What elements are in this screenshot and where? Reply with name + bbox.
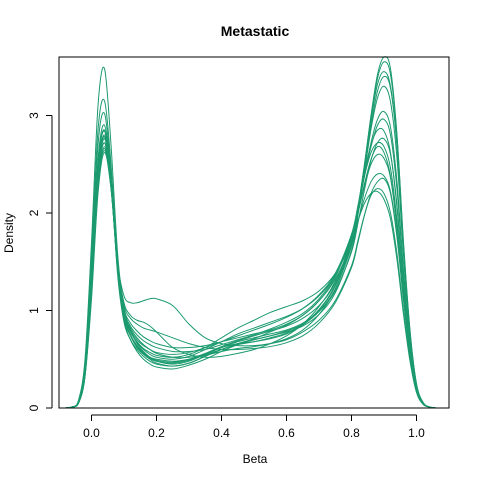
x-axis: 0.0 0.2 0.4 0.6 0.8 1.0 xyxy=(83,414,425,440)
y-tick-label: 2 xyxy=(27,209,41,216)
chart-title: Metastatic xyxy=(221,23,290,39)
density-line-10 xyxy=(65,118,437,409)
x-tick-label: 0.0 xyxy=(83,426,100,440)
density-line-16 xyxy=(65,142,437,409)
y-tick-label: 3 xyxy=(27,112,41,119)
plot-frame xyxy=(58,56,450,409)
density-series-group xyxy=(65,56,437,409)
x-tick-label: 0.4 xyxy=(213,426,230,440)
density-line-13 xyxy=(65,85,437,409)
density-line-8 xyxy=(65,71,437,409)
density-line-12 xyxy=(65,127,437,409)
y-axis: 0 1 2 3 xyxy=(27,112,53,411)
x-axis-label: Beta xyxy=(243,452,268,466)
x-tick-label: 0.8 xyxy=(343,426,360,440)
x-tick-label: 1.0 xyxy=(408,426,425,440)
density-line-14 xyxy=(65,141,437,409)
density-line-3 xyxy=(65,75,437,409)
density-line-11 xyxy=(65,136,437,409)
density-line-1 xyxy=(65,56,437,409)
y-axis-label: Density xyxy=(2,213,16,253)
density-line-5 xyxy=(65,142,437,409)
density-line-4 xyxy=(65,136,437,409)
density-line-15 xyxy=(65,110,437,409)
x-tick-label: 0.2 xyxy=(148,426,165,440)
x-tick-label: 0.6 xyxy=(278,426,295,440)
density-line-9 xyxy=(65,148,437,409)
y-tick-label: 0 xyxy=(27,404,41,411)
density-line-7 xyxy=(65,152,437,409)
y-tick-label: 1 xyxy=(27,307,41,314)
